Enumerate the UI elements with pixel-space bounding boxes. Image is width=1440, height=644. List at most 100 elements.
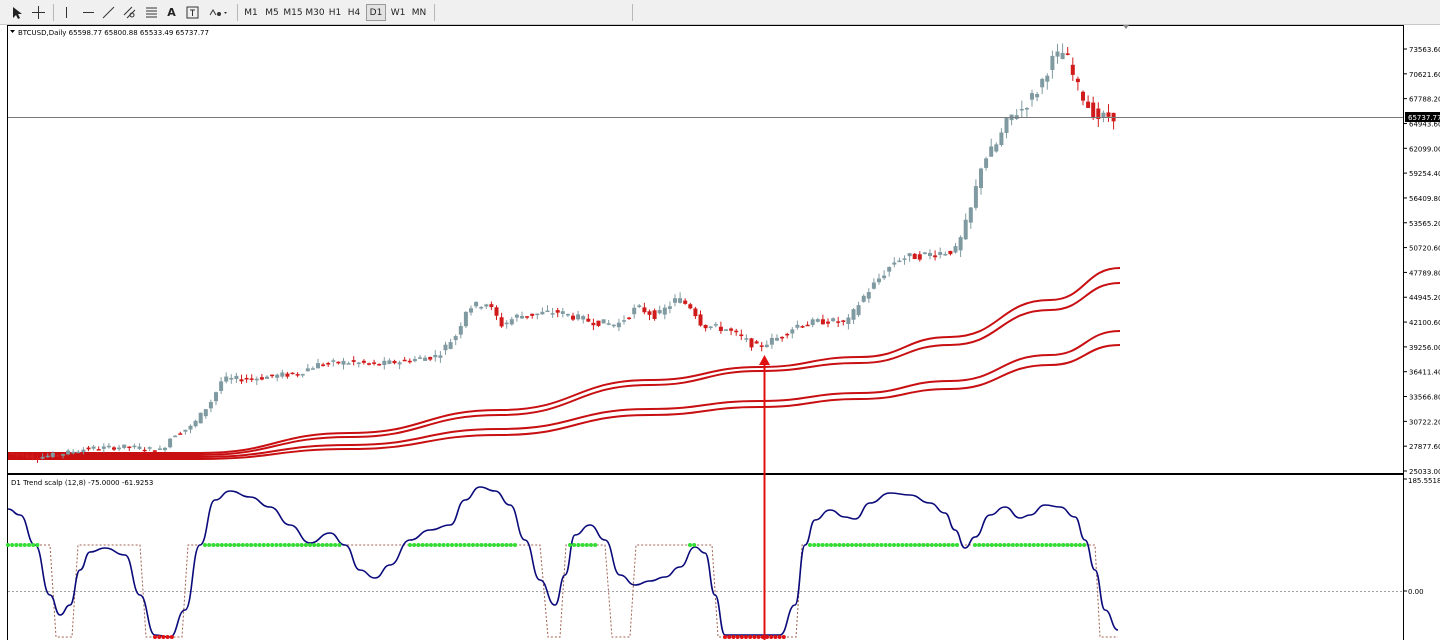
candle-body xyxy=(1070,64,1075,75)
candle-body xyxy=(841,320,846,322)
signal-dot-up xyxy=(989,543,994,547)
candle-body xyxy=(147,447,152,449)
price-label: 56409.80 xyxy=(1409,195,1440,203)
candle-body xyxy=(438,355,443,358)
candle-body xyxy=(933,255,938,258)
candle-body xyxy=(897,260,902,263)
candle-body xyxy=(948,250,953,255)
candle-body xyxy=(208,402,213,409)
signal-dot-up xyxy=(18,543,23,547)
price-label: 36411.40 xyxy=(1409,369,1440,377)
candle-body xyxy=(254,378,259,381)
candle-body xyxy=(229,377,234,380)
fibonacci-button[interactable] xyxy=(143,4,160,21)
channel-button[interactable] xyxy=(121,4,138,21)
candle-body xyxy=(545,310,550,313)
signal-dot-up xyxy=(437,543,442,547)
candle-body xyxy=(71,451,76,454)
trendline-icon xyxy=(102,6,115,19)
timeframe-w1-button[interactable]: W1 xyxy=(390,7,406,18)
signal-dot-up xyxy=(879,543,884,547)
signal-dot-up xyxy=(429,543,433,547)
candle-body xyxy=(1030,93,1034,100)
crosshair-tool-button[interactable] xyxy=(30,4,47,21)
signal-dot-down xyxy=(773,635,778,639)
candle-body xyxy=(928,252,932,257)
signal-dot-down xyxy=(165,635,170,639)
signal-dot-up xyxy=(6,543,10,547)
moving-average-line xyxy=(8,344,1121,461)
timeframe-d1-button[interactable]: D1 xyxy=(366,4,386,21)
candle-body xyxy=(892,262,897,265)
candle-body xyxy=(979,168,983,189)
trendline-button[interactable] xyxy=(100,4,117,21)
candle-body xyxy=(474,301,479,307)
signal-dot-up xyxy=(232,543,237,547)
candle-body xyxy=(984,158,989,168)
text-button[interactable]: A xyxy=(164,4,179,21)
chart-menu-triangle-icon[interactable] xyxy=(10,30,15,33)
candle-body xyxy=(525,316,530,318)
signal-dot-down xyxy=(739,635,744,639)
horizontal-line-button[interactable] xyxy=(80,4,97,21)
candle-body xyxy=(117,447,122,450)
signal-dot-up xyxy=(1019,543,1024,547)
candle-body xyxy=(397,362,402,365)
candle-body xyxy=(142,449,147,452)
chart-canvas[interactable]: BTCUSD,Daily 65598.77 65800.88 65533.49 … xyxy=(0,25,1440,644)
chart-window[interactable]: BTCUSD,Daily 65598.77 65800.88 65533.49 … xyxy=(0,25,1440,644)
vertical-line-icon xyxy=(66,7,67,18)
candle-body xyxy=(530,313,535,316)
candle-body xyxy=(30,455,35,459)
timeframe-h1-button[interactable]: H1 xyxy=(328,7,342,18)
candle-body xyxy=(163,447,167,451)
vertical-line-button[interactable] xyxy=(58,4,75,21)
signal-dot-up xyxy=(584,543,589,547)
chart-shift-marker[interactable] xyxy=(1123,25,1129,29)
candle-body xyxy=(469,308,473,313)
text-label-button[interactable] xyxy=(184,4,201,21)
signal-dot-up xyxy=(27,543,31,547)
candle-body xyxy=(535,313,540,316)
candle-body xyxy=(877,278,881,283)
timeframe-m15-button[interactable]: M15 xyxy=(283,7,303,18)
candle-body xyxy=(316,363,320,369)
candle-body xyxy=(285,373,290,377)
candle-body xyxy=(198,412,203,424)
candle-body xyxy=(280,372,285,377)
candle-body xyxy=(101,446,106,449)
candle-body xyxy=(1086,101,1091,108)
signal-dot-up xyxy=(261,543,266,547)
signal-dot-up xyxy=(500,543,505,547)
timeframe-m1-button[interactable]: M1 xyxy=(244,7,258,18)
cursor-tool-button[interactable] xyxy=(8,4,25,21)
candle-body xyxy=(764,344,769,348)
signal-dot-up xyxy=(483,543,488,547)
timeframe-m5-button[interactable]: M5 xyxy=(265,7,279,18)
current-price-label: 65737.77 xyxy=(1408,114,1440,122)
candle-body xyxy=(499,317,504,327)
candle-body xyxy=(831,318,836,322)
candle-body xyxy=(887,267,892,272)
signal-dot-up xyxy=(866,543,871,547)
candle-body xyxy=(356,362,361,365)
timeframe-mn-button[interactable]: MN xyxy=(411,7,427,18)
timeframe-m30-button[interactable]: M30 xyxy=(305,7,325,18)
candle-body xyxy=(50,452,55,458)
candle-body xyxy=(377,363,382,366)
candle-body xyxy=(234,375,239,380)
signal-dot-up xyxy=(282,543,287,547)
signal-dot-up xyxy=(908,543,913,547)
timeframe-h4-button[interactable]: H4 xyxy=(347,7,361,18)
candle-body xyxy=(259,377,264,380)
signal-dot-up xyxy=(833,543,838,547)
shapes-dropdown-icon xyxy=(209,9,227,16)
signal-dot-up xyxy=(329,543,333,547)
candle-body xyxy=(443,344,448,351)
candle-body xyxy=(1075,78,1080,83)
candle-body xyxy=(127,446,132,449)
signal-dot-up xyxy=(938,543,943,547)
shapes-menu-button[interactable] xyxy=(206,4,232,21)
candle-body xyxy=(407,360,412,363)
candle-body xyxy=(769,338,774,345)
